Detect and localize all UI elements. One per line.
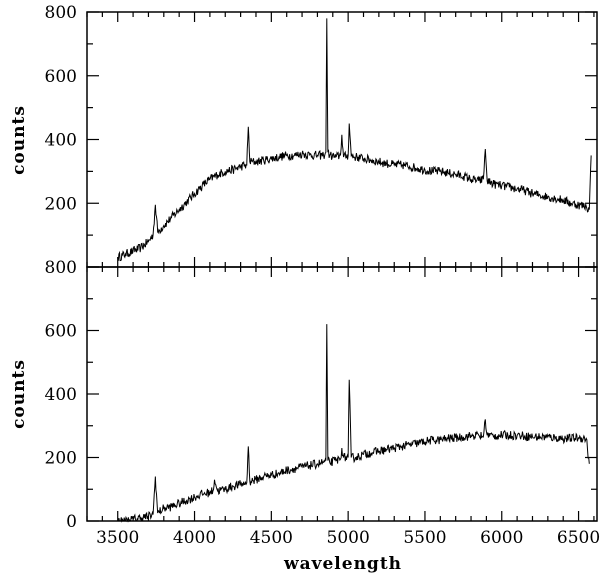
x-tick-label: 6000 — [480, 528, 523, 548]
bottom-tick-labels: 0 200 400 600 800 3500 4000 4500 5000 5500 6000 650… — [45, 258, 600, 548]
top-tick-labels: 200 400 600 800 — [45, 3, 77, 214]
bottom-panel: 0 200 400 600 800 3500 4000 4500 5000 5500 6000 650… — [9, 258, 600, 574]
top-spectrum-line — [117, 18, 592, 262]
x-tick-label: 4000 — [173, 528, 216, 548]
y-tick-label: 600 — [45, 322, 77, 342]
bottom-plot-frame — [86, 266, 598, 522]
top-panel: 200 400 600 800 counts — [9, 3, 598, 268]
y-tick-label: 200 — [45, 449, 77, 469]
y-tick-label: 200 — [45, 194, 77, 214]
y-tick-label: 800 — [45, 3, 77, 23]
x-tick-label: 5500 — [403, 528, 446, 548]
y-tick-label: 400 — [45, 131, 77, 151]
x-tick-label: 4500 — [250, 528, 293, 548]
x-axis-label: wavelength — [283, 554, 402, 574]
x-tick-label: 5000 — [327, 528, 370, 548]
y-tick-label: 600 — [45, 67, 77, 87]
y-tick-label: 400 — [45, 385, 77, 405]
bottom-spectrum-line — [117, 324, 590, 523]
y-tick-label: 0 — [66, 512, 77, 532]
top-y-axis-label: counts — [9, 105, 29, 175]
top-axis-ticks — [86, 11, 597, 268]
bottom-y-axis-label: counts — [9, 359, 29, 429]
y-tick-label: 800 — [45, 258, 77, 278]
x-tick-label: 6500 — [557, 528, 600, 548]
x-tick-label: 3500 — [96, 528, 139, 548]
bottom-axis-ticks — [86, 266, 597, 522]
